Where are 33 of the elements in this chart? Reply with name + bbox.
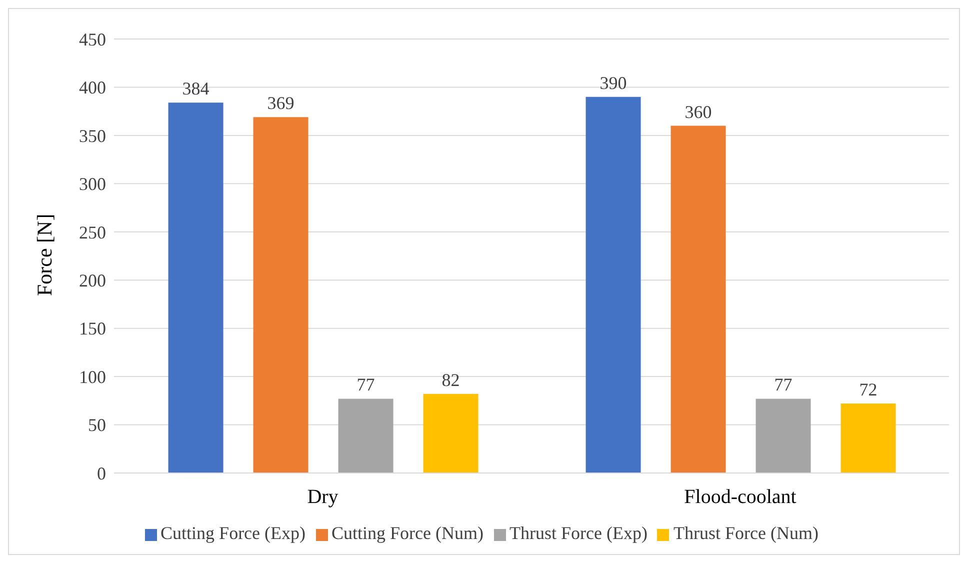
y-tick-label: 200 [79, 270, 106, 290]
y-tick-label: 350 [79, 126, 106, 146]
x-tick-label: Flood-coolant [684, 486, 797, 508]
legend-label: Cutting Force (Exp) [160, 523, 306, 543]
bar [253, 117, 308, 473]
y-tick-label: 0 [97, 463, 106, 484]
data-label: 384 [182, 78, 210, 99]
bar [338, 398, 394, 473]
legend-label: Cutting Force (Num) [332, 523, 484, 543]
data-label: 82 [442, 370, 460, 390]
y-tick-label: 50 [88, 415, 106, 436]
y-tick-label: 400 [79, 78, 106, 98]
bar [840, 404, 896, 473]
bar [670, 126, 726, 473]
data-label: 77 [774, 374, 792, 395]
legend-label: Thrust Force (Exp) [510, 523, 648, 543]
data-label: 390 [600, 72, 627, 93]
y-axis-title: Force [N] [32, 214, 56, 296]
bar [423, 394, 478, 473]
data-label: 72 [859, 380, 878, 400]
y-tick-label: 300 [79, 174, 106, 194]
bar [756, 398, 811, 473]
y-tick-label: 150 [79, 318, 106, 339]
bar [586, 96, 641, 473]
legend-label: Thrust Force (Num) [673, 523, 818, 543]
y-tick-label: 450 [79, 29, 106, 50]
data-label: 369 [267, 93, 294, 114]
data-label: 77 [356, 374, 375, 395]
y-tick-label: 100 [79, 366, 106, 387]
bar [168, 102, 224, 473]
data-label: 360 [684, 102, 712, 122]
y-tick-label: 250 [79, 222, 106, 242]
x-tick-label: Dry [307, 486, 338, 508]
